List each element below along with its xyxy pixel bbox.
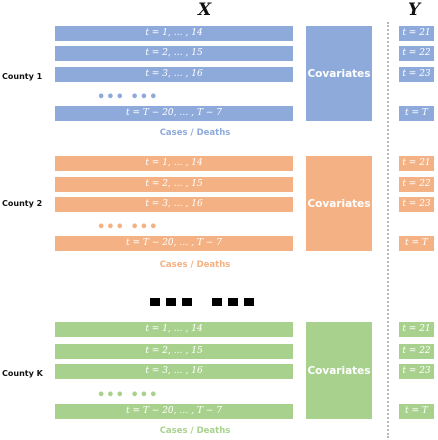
covariates-box: Covariates [306,156,372,251]
cases-deaths-label: Cases / Deaths [159,260,231,270]
window-bar: t = 2, … , 15 [55,177,293,192]
covariates-box: Covariates [306,26,372,121]
target-box: t = 22 [399,177,434,192]
cases-deaths-label: Cases / Deaths [159,128,231,138]
ellipsis: ••• ••• [97,90,159,105]
window-bar: t = T − 20, … , T − 7 [55,236,293,251]
ellipsis: ••• ••• [97,388,159,403]
more-counties-marker [150,290,260,306]
target-box: t = 22 [399,46,434,61]
y-header: Y [408,0,421,20]
target-box: t = 21 [399,156,434,171]
window-bar: t = 2, … , 15 [55,344,293,359]
cases-deaths-label: Cases / Deaths [159,426,231,436]
county-label: County 2 [2,199,43,208]
target-box: t = T [399,236,434,251]
window-bar: t = 3, … , 16 [55,67,293,82]
window-bar: t = 3, … , 16 [55,197,293,212]
x-header: X [198,0,212,20]
county-label: County 1 [2,72,43,81]
target-box: t = 23 [399,364,434,379]
window-bar: t = 3, … , 16 [55,364,293,379]
window-bar: t = 1, … , 14 [55,322,293,337]
window-bar: t = 1, … , 14 [55,156,293,171]
county-label: County K [2,369,43,378]
ellipsis: ••• ••• [97,220,159,235]
target-box: t = 21 [399,26,434,41]
target-box: t = 21 [399,322,434,337]
target-box: t = 23 [399,197,434,212]
window-bar: t = T − 20, … , T − 7 [55,106,293,121]
target-box: t = 23 [399,67,434,82]
target-box: t = T [399,106,434,121]
window-bar: t = 1, … , 14 [55,26,293,41]
window-bar: t = 2, … , 15 [55,46,293,61]
target-box: t = T [399,404,434,419]
target-box: t = 22 [399,344,434,359]
window-bar: t = T − 20, … , T − 7 [55,404,293,419]
separator-line [387,22,389,438]
covariates-box: Covariates [306,322,372,419]
